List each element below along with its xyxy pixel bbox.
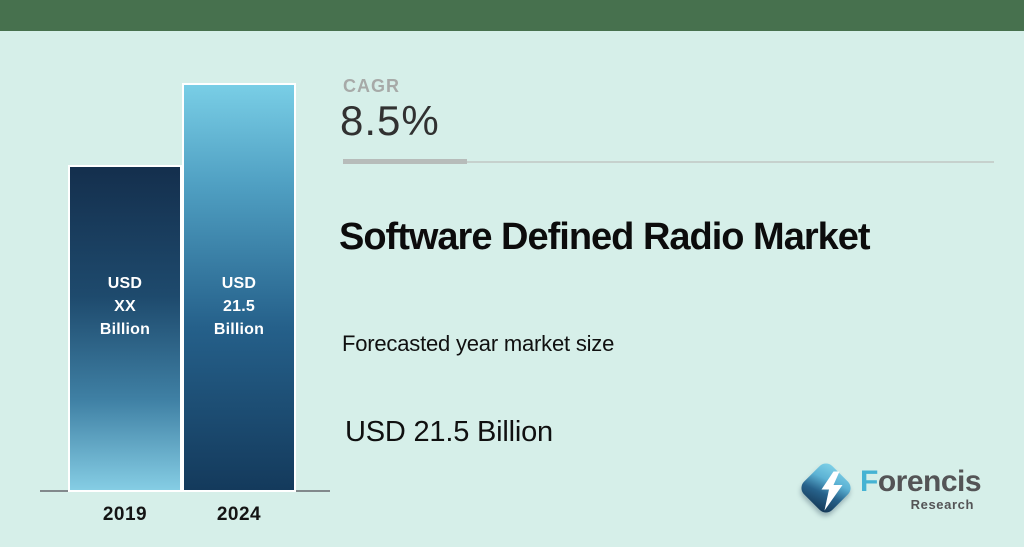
bar-2024-value-label: USD 21.5 Billion — [182, 272, 296, 341]
brand-name: Forencis — [860, 465, 982, 499]
page-title: Software Defined Radio Market — [339, 216, 871, 258]
market-size-value: USD 21.5 Billion — [345, 416, 553, 448]
bar-2024 — [182, 83, 296, 492]
top-banner — [0, 0, 1024, 31]
x-tick-2019: 2019 — [102, 504, 148, 525]
cagr-value: 8.5% — [340, 97, 440, 144]
x-tick-2024: 2024 — [216, 504, 262, 525]
cagr-label: CAGR — [343, 76, 400, 96]
divider-accent-segment — [343, 159, 467, 164]
bar-2019-label-line2: XX — [114, 298, 136, 315]
brand-initial: F — [860, 465, 878, 498]
bar-2019-label-line1: USD — [107, 275, 143, 292]
bar-2024-label-line3: Billion — [213, 321, 265, 338]
bar-2019-value-label: USD XX Billion — [68, 272, 182, 341]
lightning-bolt-icon — [814, 470, 850, 512]
brand-subtitle: Research — [910, 497, 974, 512]
bar-2024-label-line1: USD — [221, 275, 257, 292]
bar-2019-label-line3: Billion — [99, 321, 151, 338]
divider-line — [467, 161, 994, 163]
brand-rest: orencis — [877, 465, 982, 498]
subtitle: Forecasted year market size — [342, 331, 615, 356]
bar-2024-label-line2: 21.5 — [223, 298, 255, 315]
bar-2019 — [68, 165, 182, 492]
